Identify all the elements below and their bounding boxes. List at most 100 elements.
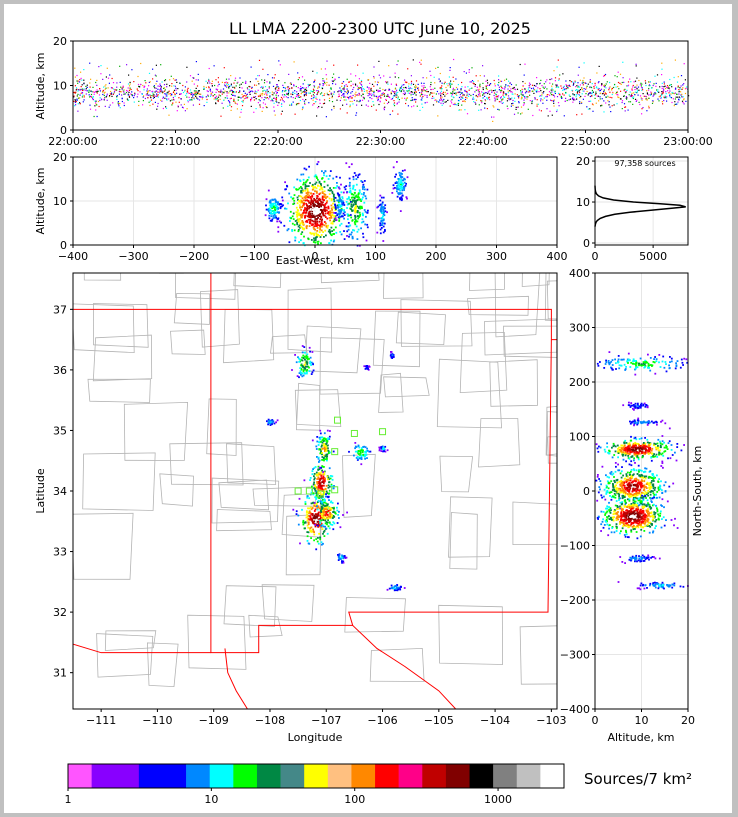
- altitude-ns-ytick: 100: [569, 431, 590, 444]
- figure-frame: LL LMA 2200-2300 UTC June 10, 2025 0 10 20…: [4, 4, 732, 813]
- ew-altitude-ytick: 20: [53, 151, 67, 164]
- histogram-ytick: 10: [576, 196, 590, 209]
- colorbar-cell: [115, 764, 140, 788]
- map-ytick: 36: [53, 364, 67, 377]
- time-altitude-xtick: 22:40:00: [458, 135, 507, 148]
- lma-stations: [294, 416, 387, 498]
- ew-altitude-xtick: −200: [179, 250, 209, 263]
- altitude-ns-ytick: −100: [560, 540, 590, 553]
- altitude-histogram-panel: 0 5000 0 10 20 97,358 sources: [576, 155, 689, 263]
- map-xtick: −109: [199, 714, 229, 727]
- ew-altitude-ylabel: Altitude, km: [34, 167, 47, 234]
- ew-altitude-xtick: 200: [426, 250, 447, 263]
- altitude-ns-heatmap: [595, 351, 689, 591]
- altitude-ns-xtick: 10: [635, 714, 649, 727]
- altitude-ns-ytick: −400: [560, 703, 590, 716]
- time-altitude-xtick: 22:30:00: [356, 135, 405, 148]
- colorbar-cell: [422, 764, 447, 788]
- lma-station-marker: [331, 448, 339, 456]
- map-xtick: −108: [255, 714, 285, 727]
- lma-station-marker: [294, 487, 302, 495]
- plan-view-map-panel: −111 −110 −109 −108 −107 −106 −105 −104 −103 31 32…: [34, 272, 566, 744]
- figure-title: LL LMA 2200-2300 UTC June 10, 2025: [229, 19, 531, 38]
- sources-count: 97,358 sources: [614, 159, 675, 168]
- colorbar-cell: [351, 764, 376, 788]
- time-altitude-scatter: [73, 58, 690, 122]
- map-xlabel: Longitude: [288, 731, 343, 744]
- time-altitude-xtick: 23:00:00: [663, 135, 712, 148]
- colorbar-tick: 1: [65, 793, 72, 806]
- colorbar-cell: [540, 764, 565, 788]
- colorbar-cell: [68, 764, 92, 788]
- time-altitude-xtick: 22:20:00: [253, 135, 302, 148]
- ew-altitude-xlabel: East-West, km: [276, 254, 354, 267]
- colorbar-cell: [445, 764, 470, 788]
- time-altitude-panel: 0 10 20 22:00:00 22:10:00 22:20:00 22:30:00 22:…: [34, 35, 713, 148]
- altitude-ns-xlabel: Altitude, km: [607, 731, 674, 744]
- map-xtick: −111: [86, 714, 116, 727]
- colorbar-cell: [233, 764, 258, 788]
- map-ytick: 32: [53, 606, 67, 619]
- altitude-ns-ylabel: North-South, km: [691, 446, 704, 537]
- map-xtick: −107: [311, 714, 341, 727]
- colorbar-cell: [162, 764, 187, 788]
- altitude-ns-ytick: −200: [560, 594, 590, 607]
- ew-altitude-xtick: 0: [312, 250, 319, 263]
- time-altitude-xtick: 22:50:00: [561, 135, 610, 148]
- colorbar-label: Sources/7 km²: [584, 770, 692, 788]
- map-xtick: −110: [142, 714, 172, 727]
- ew-altitude-xtick: −100: [239, 250, 269, 263]
- ew-altitude-xtick: 300: [486, 250, 507, 263]
- altitude-ns-xtick: 20: [681, 714, 695, 727]
- altitude-ns-ytick: 300: [569, 322, 590, 335]
- ew-altitude-xtick: −300: [118, 250, 148, 263]
- map-ytick: 35: [53, 424, 67, 437]
- histogram-ytick: 0: [583, 237, 590, 250]
- colorbar-cell: [516, 764, 541, 788]
- lma-station-marker: [331, 486, 339, 494]
- histogram-xtick: 0: [592, 250, 599, 263]
- lma-station-marker: [317, 490, 325, 498]
- colorbar-cell: [186, 764, 211, 788]
- map-xtick: −106: [367, 714, 397, 727]
- ew-altitude-ytick: 0: [60, 239, 67, 252]
- ew-altitude-xtick: 400: [547, 250, 568, 263]
- colorbar-cell: [327, 764, 352, 788]
- colorbar-tick: 1000: [484, 793, 512, 806]
- colorbar-tick: 100: [344, 793, 365, 806]
- time-altitude-ytick: 20: [53, 35, 67, 48]
- map-ytick: 33: [53, 546, 67, 559]
- altitude-ns-ytick: 200: [569, 376, 590, 389]
- colorbar-tick: 10: [204, 793, 218, 806]
- ew-altitude-ytick: 10: [53, 195, 67, 208]
- lma-figure: LL LMA 2200-2300 UTC June 10, 2025 01020…: [34, 19, 713, 806]
- altitude-ns-panel: 0 10 20 −400 −300 −200 −100 0 100 200 300 400 Altit…: [560, 267, 704, 744]
- altitude-ns-ytick: −300: [560, 649, 590, 662]
- map-ytick: 31: [53, 667, 67, 680]
- time-altitude-ytick: 10: [53, 80, 67, 93]
- lma-station-marker: [334, 416, 342, 424]
- colorbar-cell: [469, 764, 494, 788]
- colorbar-cell: [138, 764, 163, 788]
- colorbar-cell: [304, 764, 329, 788]
- altitude-ns-xtick: 0: [592, 714, 599, 727]
- map-ytick: 34: [53, 485, 67, 498]
- altitude-ns-ytick: 0: [583, 485, 590, 498]
- time-altitude-xtick: 22:00:00: [48, 135, 97, 148]
- time-altitude-ylabel: Altitude, km: [34, 52, 47, 119]
- lma-station-marker: [350, 429, 358, 437]
- colorbar-cell: [493, 764, 518, 788]
- state-boundaries: [73, 273, 557, 709]
- plan-view-heatmap: [266, 345, 406, 592]
- time-altitude-ytick: 0: [60, 124, 67, 137]
- county-boundaries: [73, 273, 557, 688]
- colorbar-cell: [256, 764, 281, 788]
- altitude-histogram-line: [594, 185, 686, 227]
- map-xtick: −103: [536, 714, 566, 727]
- colorbar-cell: [209, 764, 234, 788]
- colorbar-cell: [398, 764, 423, 788]
- lma-station-marker: [305, 487, 313, 495]
- colorbar-cell: [280, 764, 305, 788]
- histogram-xtick: 5000: [639, 250, 667, 263]
- ew-altitude-xtick: 100: [365, 250, 386, 263]
